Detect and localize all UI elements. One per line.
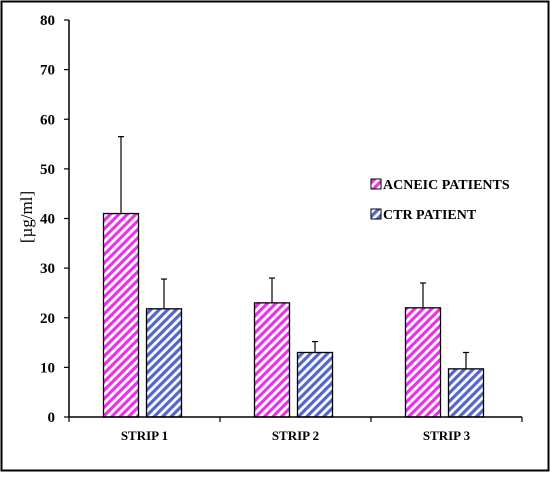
x-category-label: STRIP 2	[272, 428, 319, 443]
legend-swatch	[370, 208, 382, 220]
y-tick-label: 10	[40, 360, 55, 376]
y-axis-title: [µg/ml]	[17, 191, 36, 243]
bar-acneic-1	[102, 212, 140, 418]
bar-ctr-1	[145, 308, 183, 418]
x-axis-category-labels: STRIP 1 STRIP 2 STRIP 3	[121, 428, 471, 443]
legend: ACNEIC PATIENTS CTR PATIENT	[370, 178, 510, 223]
legend-label: ACNEIC PATIENTS	[383, 178, 510, 193]
x-axis-ticks	[68, 417, 523, 422]
bar-ctr-2	[296, 351, 334, 418]
y-tick-label: 0	[48, 410, 56, 426]
y-tick-label: 50	[40, 162, 55, 178]
y-axis-ticks: 0 10 20 30 40 50 60 70 80	[40, 13, 69, 426]
bars-group	[102, 212, 485, 418]
legend-swatch	[370, 178, 382, 190]
y-tick-label: 40	[40, 212, 55, 228]
y-tick-label: 70	[40, 63, 55, 79]
y-tick-label: 20	[40, 311, 55, 327]
bar-ctr-3	[447, 368, 485, 418]
error-bars-group	[118, 136, 469, 369]
x-category-label: STRIP 3	[423, 428, 471, 443]
y-tick-label: 30	[40, 261, 55, 277]
y-tick-label: 80	[40, 13, 55, 29]
bar-acneic-3	[404, 307, 442, 418]
y-tick-label: 60	[40, 112, 55, 128]
x-category-label: STRIP 1	[121, 428, 168, 443]
bar-acneic-2	[253, 302, 291, 418]
legend-label: CTR PATIENT	[383, 208, 477, 223]
